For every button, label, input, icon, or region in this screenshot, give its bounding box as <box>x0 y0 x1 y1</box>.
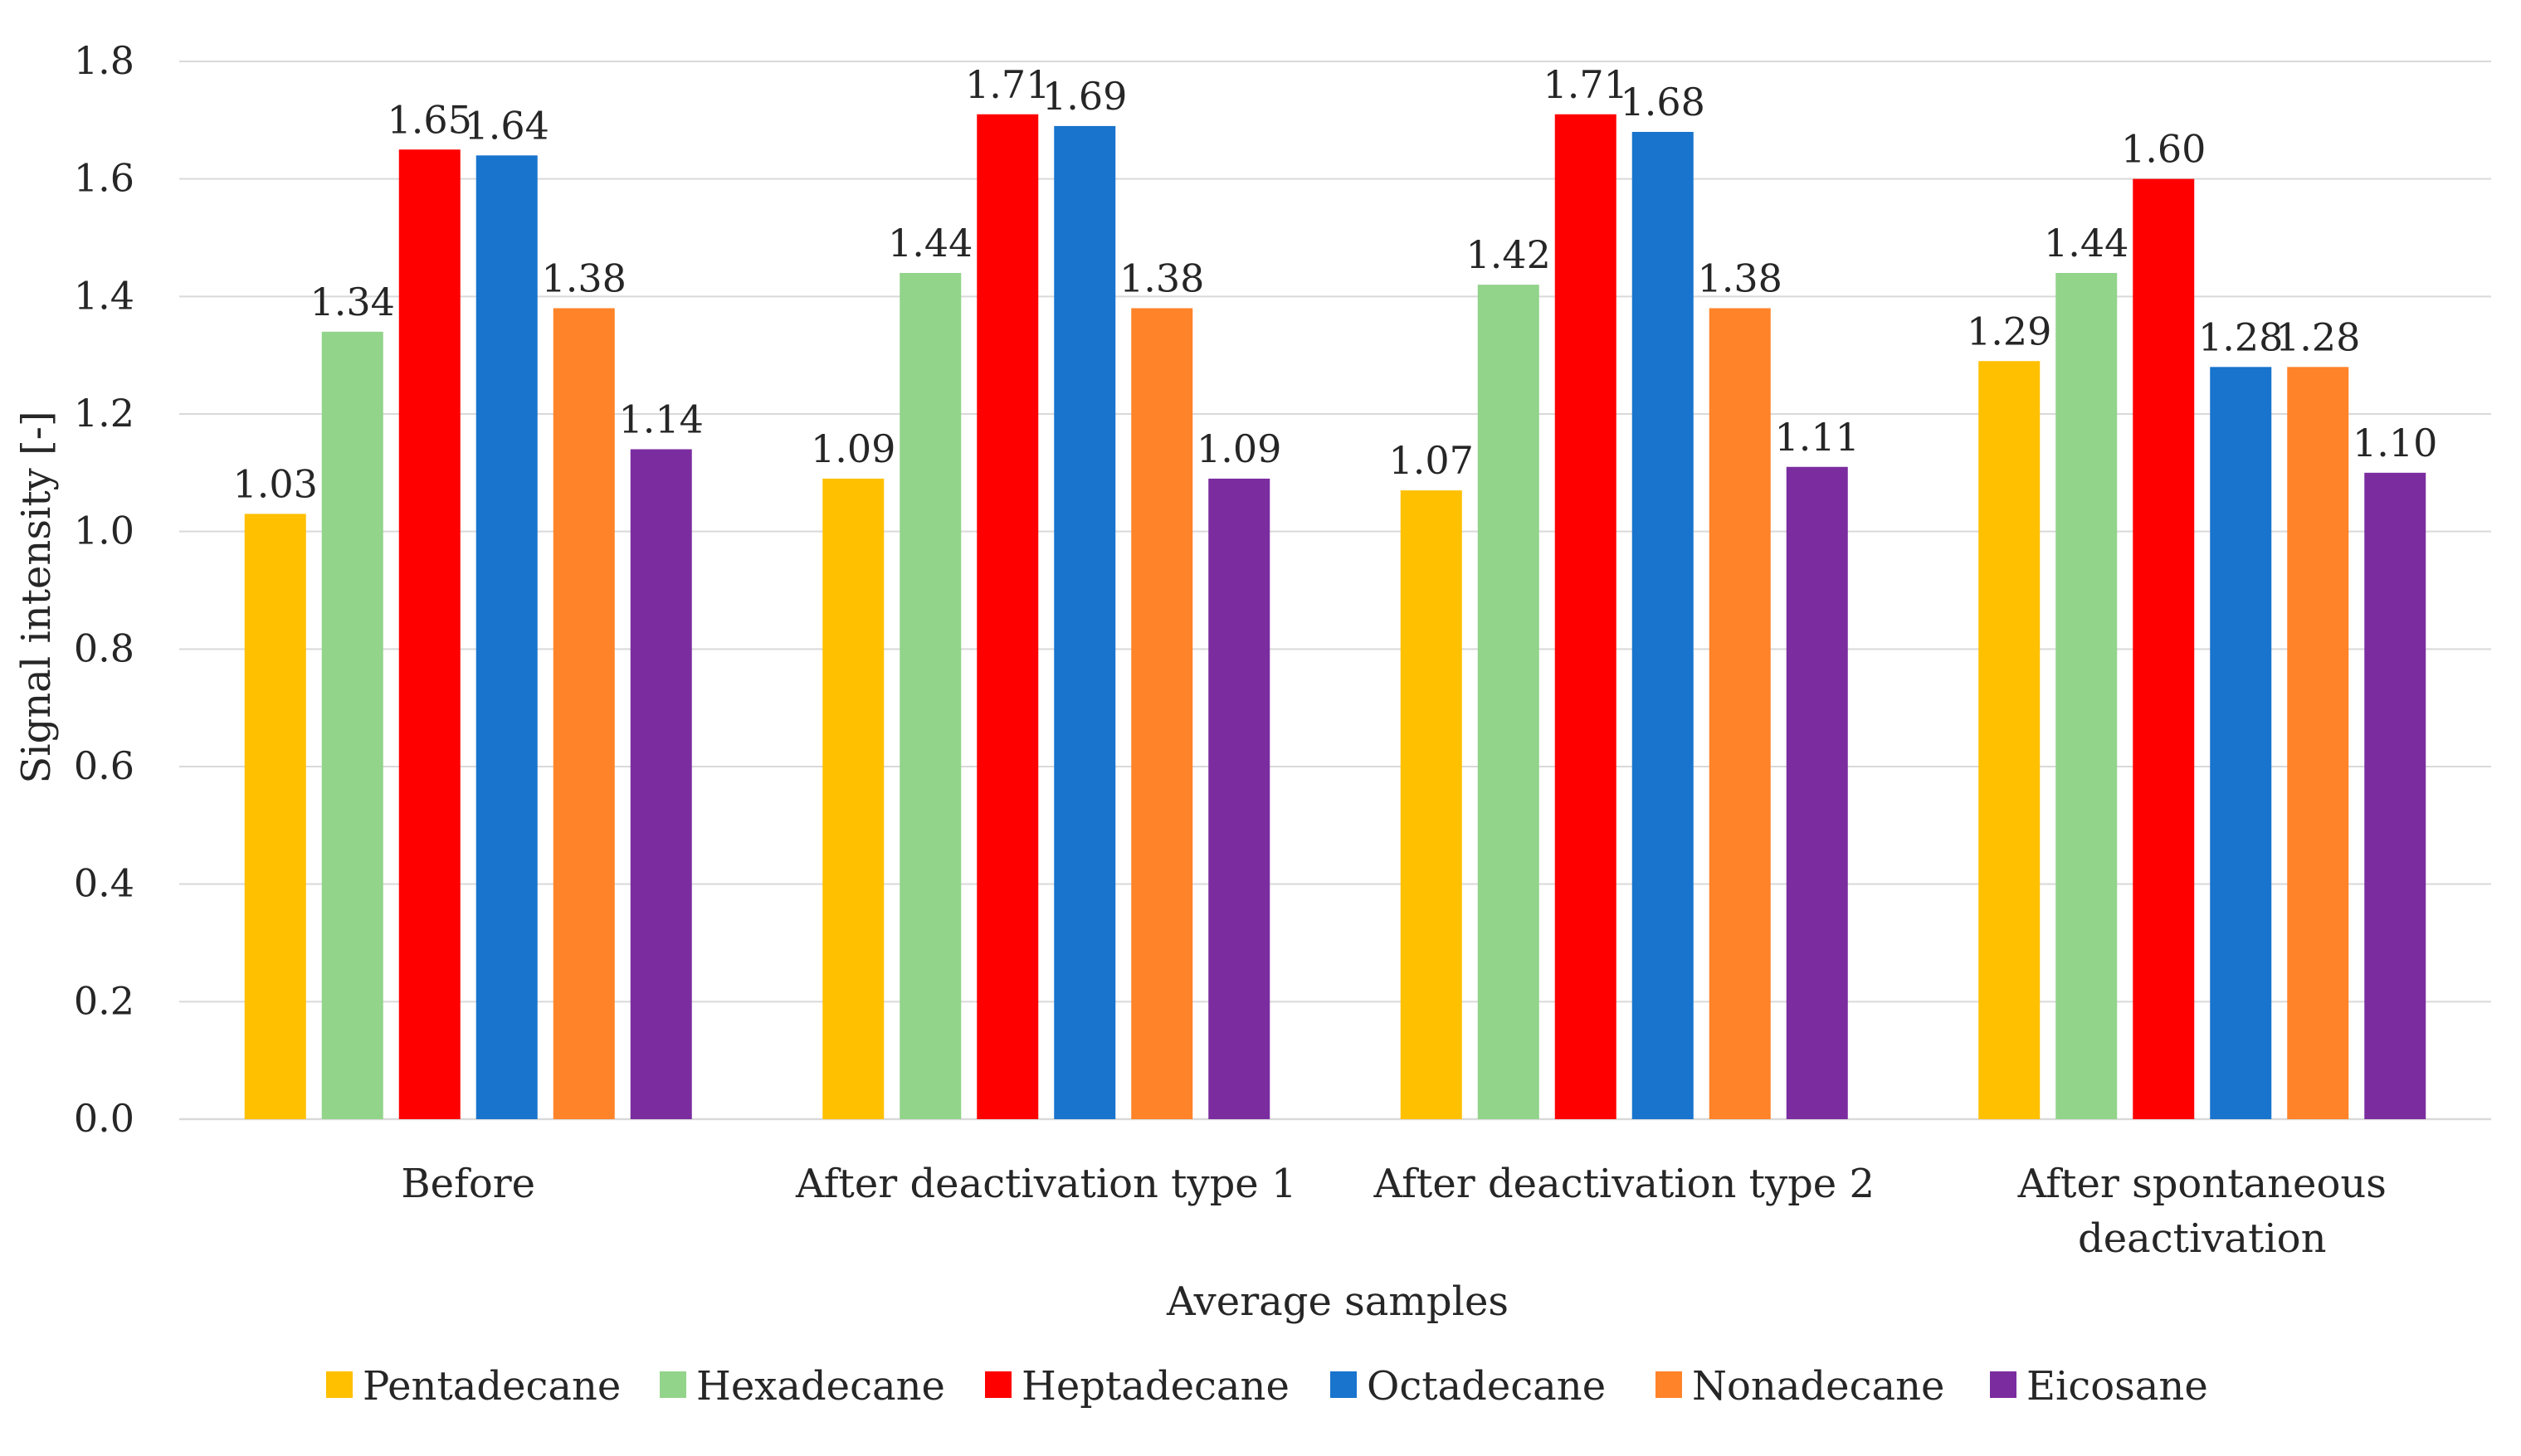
bar-heptadecane-4 <box>2133 178 2195 1120</box>
y-axis-title: Signal intensity [-] <box>13 411 60 783</box>
y-tick-label: 0.2 <box>74 978 134 1023</box>
legend-swatch <box>326 1371 353 1398</box>
data-label: 1.28 <box>2275 314 2360 359</box>
y-axis-ticks: 0.0 0.2 0.4 0.6 0.8 1.0 1.2 1.4 1.6 1.8 <box>74 38 134 1141</box>
legend-item-octadecane: Octadecane <box>1330 1363 1606 1410</box>
bar-octadecane-3 <box>1631 132 1694 1119</box>
bars <box>244 114 2426 1120</box>
data-label: 1.38 <box>542 256 627 301</box>
bar-pentadecane-4 <box>1978 361 2041 1119</box>
bar-hexadecane-2 <box>900 273 962 1119</box>
data-label: 1.60 <box>2121 127 2206 172</box>
data-label: 1.71 <box>1543 62 1628 107</box>
data-label: 1.68 <box>1621 80 1705 124</box>
bar-eicosane-4 <box>2364 472 2426 1119</box>
legend-item-hexadecane: Hexadecane <box>660 1363 945 1410</box>
legend-label: Heptadecane <box>1022 1363 1290 1410</box>
data-label: 1.44 <box>2044 221 2128 265</box>
bar-eicosane-3 <box>1786 466 1848 1119</box>
data-label: 1.11 <box>1775 415 1860 460</box>
bar-pentadecane-1 <box>244 514 306 1119</box>
bar-heptadecane-3 <box>1554 114 1616 1119</box>
bar-pentadecane-3 <box>1400 490 1462 1119</box>
legend-label: Octadecane <box>1367 1363 1606 1410</box>
legend-item-eicosane: Eicosane <box>1990 1363 2208 1410</box>
bar-octadecane-2 <box>1054 125 1116 1120</box>
data-label: 1.44 <box>888 221 973 265</box>
legend-item-nonadecane: Nonadecane <box>1655 1363 1944 1410</box>
y-tick-label: 1.4 <box>74 273 134 318</box>
data-label: 1.09 <box>811 426 895 471</box>
x-axis-categories: Before After deactivation type 1 After dea… <box>401 1161 2387 1262</box>
legend-swatch <box>1990 1371 2016 1398</box>
y-tick-label: 0.0 <box>74 1096 134 1141</box>
data-label: 1.38 <box>1698 256 1782 301</box>
data-labels: 1.031.341.651.641.381.141.091.441.711.69… <box>233 62 2438 507</box>
legend-label: Pentadecane <box>363 1363 621 1410</box>
bar-eicosane-2 <box>1208 478 1270 1119</box>
legend-swatch <box>660 1371 686 1398</box>
bar-nonadecane-2 <box>1131 308 1193 1119</box>
data-label: 1.69 <box>1042 74 1127 119</box>
bar-nonadecane-1 <box>553 308 615 1119</box>
legend-label: Nonadecane <box>1692 1363 1944 1410</box>
x-category-label: After deactivation type 2 <box>1373 1161 1875 1207</box>
data-label: 1.34 <box>310 280 395 324</box>
bar-octadecane-1 <box>475 155 538 1119</box>
data-label: 1.29 <box>1967 309 2051 353</box>
legend-swatch <box>1655 1371 1682 1398</box>
x-category-label: Before <box>401 1161 535 1207</box>
data-label: 1.65 <box>388 97 472 142</box>
data-label: 1.64 <box>465 103 549 148</box>
legend-label: Hexadecane <box>696 1363 945 1410</box>
bar-hexadecane-3 <box>1477 285 1539 1120</box>
legend-item-heptadecane: Heptadecane <box>985 1363 1290 1410</box>
y-tick-label: 1.8 <box>74 38 134 83</box>
data-label: 1.28 <box>2198 314 2283 359</box>
bar-eicosane-1 <box>630 449 692 1119</box>
bar-nonadecane-4 <box>2287 367 2349 1119</box>
data-label: 1.07 <box>1389 438 1474 483</box>
x-category-label: deactivation <box>2078 1215 2326 1262</box>
legend-swatch <box>985 1371 1012 1398</box>
y-tick-label: 0.8 <box>74 626 134 670</box>
data-label: 1.42 <box>1466 232 1551 277</box>
bar-octadecane-4 <box>2210 367 2272 1119</box>
bar-hexadecane-1 <box>321 331 383 1119</box>
bar-hexadecane-4 <box>2055 273 2118 1119</box>
data-label: 1.14 <box>619 397 704 442</box>
data-label: 1.03 <box>233 461 318 506</box>
data-label: 1.71 <box>965 62 1050 107</box>
data-label: 1.38 <box>1119 256 1204 301</box>
legend-swatch <box>1330 1371 1357 1398</box>
x-axis-title: Average samples <box>1166 1278 1509 1325</box>
x-category-label: After spontaneous <box>2017 1161 2387 1207</box>
bar-heptadecane-1 <box>398 149 461 1119</box>
y-tick-label: 0.6 <box>74 743 134 788</box>
bar-pentadecane-2 <box>822 478 885 1119</box>
data-label: 1.10 <box>2353 421 2437 465</box>
legend-label: Eicosane <box>2026 1363 2208 1410</box>
legend: Pentadecane Hexadecane Heptadecane Octadeca… <box>326 1363 2208 1410</box>
y-tick-label: 1.2 <box>74 391 134 436</box>
y-tick-label: 1.0 <box>74 509 134 553</box>
y-tick-label: 0.4 <box>74 861 134 906</box>
legend-item-pentadecane: Pentadecane <box>326 1363 621 1410</box>
y-tick-label: 1.6 <box>74 156 134 201</box>
bar-heptadecane-2 <box>977 114 1039 1119</box>
x-category-label: After deactivation type 1 <box>795 1161 1297 1207</box>
bar-nonadecane-3 <box>1709 308 1771 1119</box>
data-label: 1.09 <box>1197 426 1281 471</box>
